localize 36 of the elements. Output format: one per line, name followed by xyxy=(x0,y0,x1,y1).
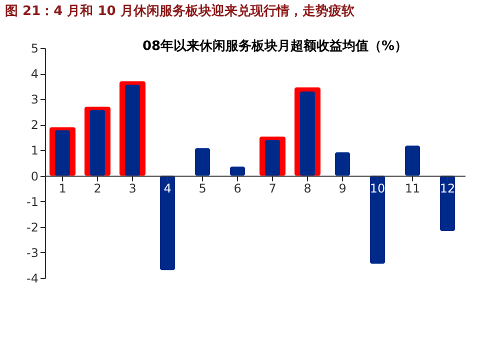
y-tick-label: -4 xyxy=(26,272,38,286)
bar xyxy=(300,91,315,176)
y-tick-label: -2 xyxy=(26,220,38,234)
y-tick-label: 5 xyxy=(30,42,38,56)
chart-title: 图 21：4 月和 10 月休闲服务板块迎来兑现行情，走势疲软 xyxy=(5,3,356,19)
x-tick-label: 7 xyxy=(268,181,276,196)
x-tick-label: 8 xyxy=(304,181,312,196)
y-tick-label: -3 xyxy=(26,246,38,260)
bar xyxy=(335,152,350,176)
bar xyxy=(230,166,245,176)
bar xyxy=(405,146,420,176)
bar xyxy=(160,176,175,270)
x-tick-label: 3 xyxy=(128,181,136,196)
x-tick-label: 12 xyxy=(440,181,456,196)
y-tick-label: 0 xyxy=(30,169,38,184)
x-tick-label: 10 xyxy=(370,181,386,196)
x-tick-label: 11 xyxy=(404,181,420,196)
x-tick-label: 2 xyxy=(94,181,102,196)
x-tick-label: 6 xyxy=(234,181,242,196)
y-tick-label: 3 xyxy=(30,92,38,107)
y-tick-label: 1 xyxy=(30,144,38,158)
bar xyxy=(265,140,280,176)
bar xyxy=(370,176,385,264)
bar xyxy=(55,130,70,176)
x-tick-label: 9 xyxy=(338,181,346,196)
chart-subtitle: 08年以来休闲服务板块月超额收益均值（%） xyxy=(142,38,408,54)
bar xyxy=(440,176,455,231)
y-tick-label: -1 xyxy=(26,194,38,209)
x-tick-label: 1 xyxy=(58,181,66,196)
bar xyxy=(90,110,105,176)
y-tick-label: 4 xyxy=(30,67,38,82)
bar xyxy=(125,84,140,176)
x-tick-label: 5 xyxy=(198,181,206,196)
bar xyxy=(195,148,210,176)
x-tick-label: 4 xyxy=(164,181,172,196)
y-tick-label: 2 xyxy=(30,118,38,132)
